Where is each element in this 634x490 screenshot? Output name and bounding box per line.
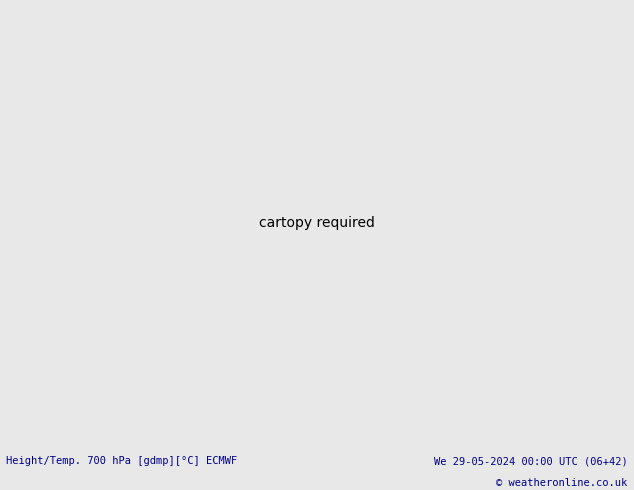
Text: © weatheronline.co.uk: © weatheronline.co.uk xyxy=(496,478,628,489)
Text: We 29-05-2024 00:00 UTC (06+42): We 29-05-2024 00:00 UTC (06+42) xyxy=(434,456,628,466)
Text: cartopy required: cartopy required xyxy=(259,216,375,230)
Text: Height/Temp. 700 hPa [gdmp][°C] ECMWF: Height/Temp. 700 hPa [gdmp][°C] ECMWF xyxy=(6,456,238,466)
